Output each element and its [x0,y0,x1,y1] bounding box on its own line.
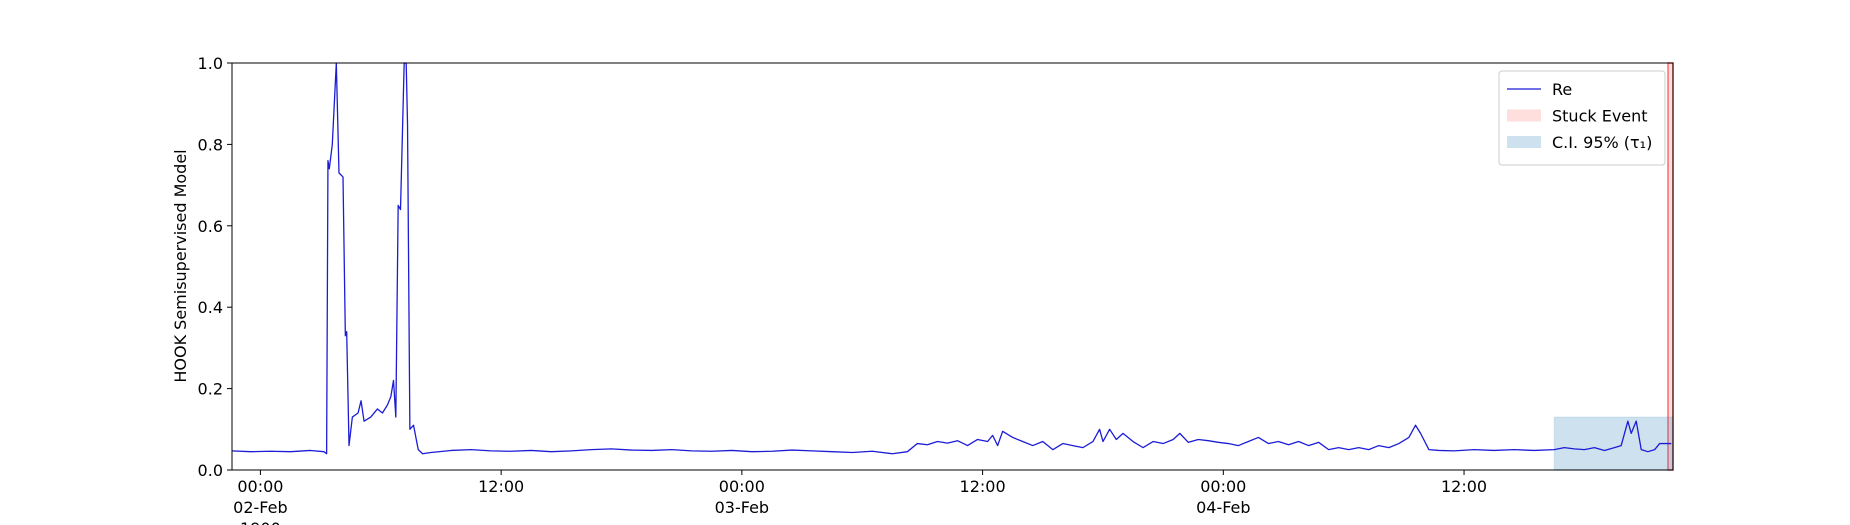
span [1667,62,1674,471]
y-axis-label: HOOK Semisupervised Model [171,149,190,382]
legend-label: Stuck Event [1552,107,1648,126]
x-tick-label: 12:00 [960,477,1006,496]
legend-box [1498,70,1666,166]
legend-patch [1507,109,1541,122]
legend-label: C.I. 95% (τ₁) [1552,133,1652,152]
x-tick-label: 12:00 [1441,477,1487,496]
x-tick-label: 12:00 [478,477,524,496]
y-tick-label: 1.0 [198,54,223,73]
axes-frame [231,62,1674,471]
x-tick-label: 00:00 04-Feb [1196,477,1250,517]
legend-label: Re [1552,80,1572,99]
line [231,62,1672,455]
y-tick-label: 0.6 [198,217,223,236]
y-tick-label: 0.8 [198,135,223,154]
y-tick-label: 0.0 [198,461,223,480]
legend-patch [1507,136,1541,148]
span [1553,416,1674,471]
y-tick-label: 0.4 [198,298,223,317]
y-tick-label: 0.2 [198,380,223,399]
x-tick-label: 00:00 03-Feb [715,477,769,517]
